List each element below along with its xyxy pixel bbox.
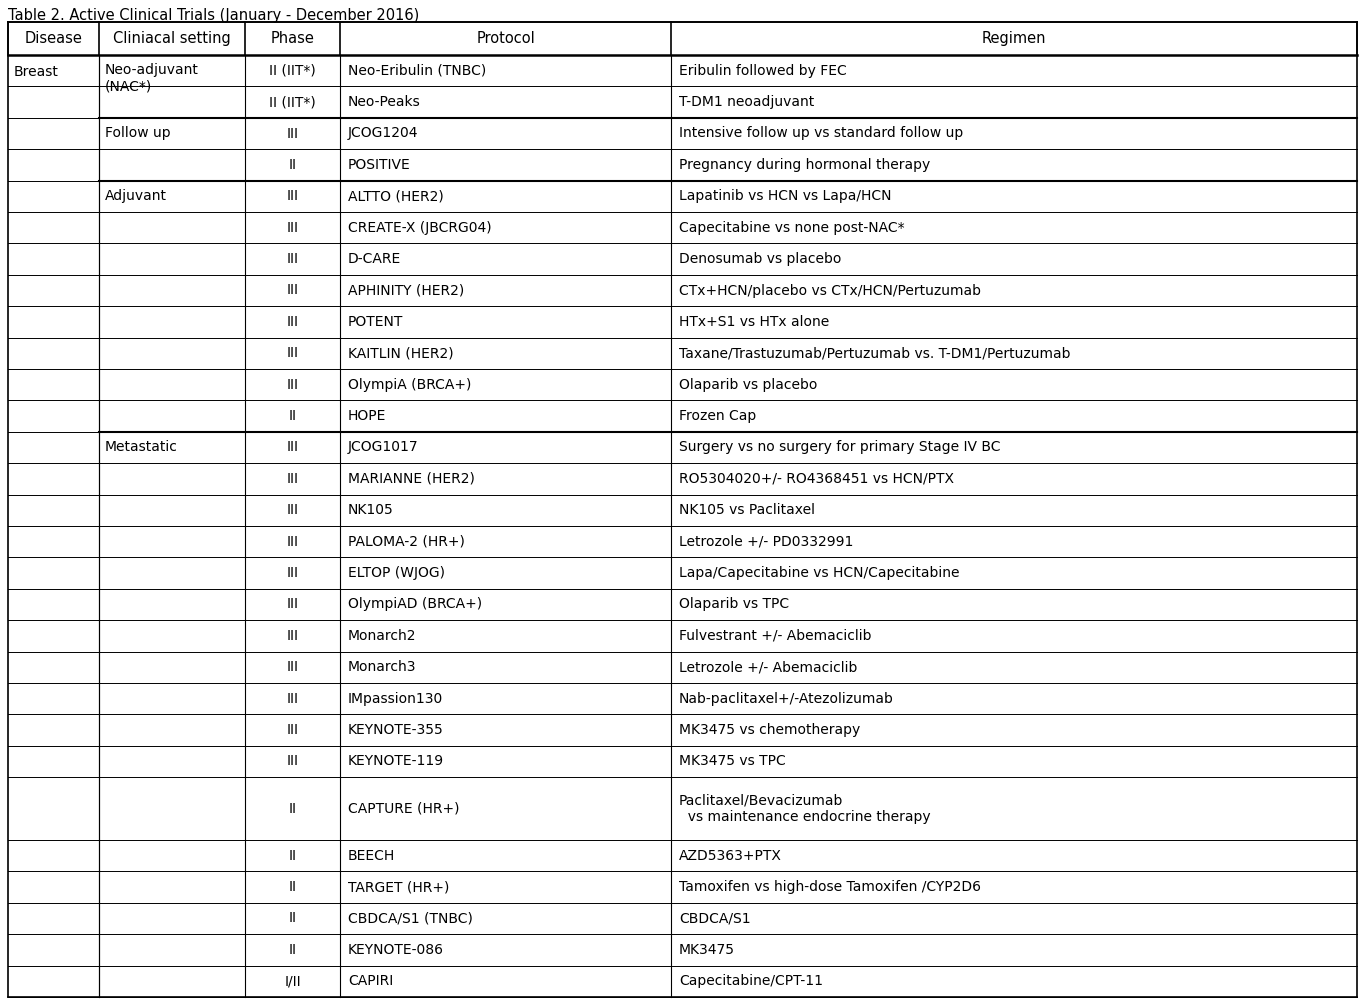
Text: II: II: [288, 943, 296, 957]
Text: CTx+HCN/placebo vs CTx/HCN/Pertuzumab: CTx+HCN/placebo vs CTx/HCN/Pertuzumab: [678, 284, 981, 298]
Text: III: III: [287, 440, 299, 454]
Text: II: II: [288, 409, 296, 423]
Text: D-CARE: D-CARE: [348, 252, 401, 266]
Text: III: III: [287, 566, 299, 580]
Text: Follow up: Follow up: [105, 126, 171, 140]
Text: II (IIT*): II (IIT*): [269, 95, 315, 109]
Text: III: III: [287, 723, 299, 737]
Text: II: II: [288, 158, 296, 172]
Text: TARGET (HR+): TARGET (HR+): [348, 880, 449, 894]
Text: HTx+S1 vs HTx alone: HTx+S1 vs HTx alone: [678, 315, 830, 329]
Text: MK3475 vs TPC: MK3475 vs TPC: [678, 754, 786, 768]
Text: ALTTO (HER2): ALTTO (HER2): [348, 189, 444, 203]
Text: KEYNOTE-119: KEYNOTE-119: [348, 754, 444, 768]
Text: KEYNOTE-355: KEYNOTE-355: [348, 723, 444, 737]
Text: Letrozole +/- PD0332991: Letrozole +/- PD0332991: [678, 535, 853, 549]
Text: NK105: NK105: [348, 503, 393, 517]
Text: Metastatic: Metastatic: [105, 440, 177, 454]
Text: Adjuvant: Adjuvant: [105, 189, 167, 203]
Text: III: III: [287, 126, 299, 140]
Text: JCOG1204: JCOG1204: [348, 126, 419, 140]
Text: APHINITY (HER2): APHINITY (HER2): [348, 284, 464, 298]
Text: II: II: [288, 880, 296, 894]
Text: Table 2. Active Clinical Trials (January - December 2016): Table 2. Active Clinical Trials (January…: [8, 8, 419, 23]
Text: NK105 vs Paclitaxel: NK105 vs Paclitaxel: [678, 503, 815, 517]
Text: OlympiA (BRCA+): OlympiA (BRCA+): [348, 378, 471, 392]
Text: Letrozole +/- Abemaciclib: Letrozole +/- Abemaciclib: [678, 660, 857, 674]
Text: MARIANNE (HER2): MARIANNE (HER2): [348, 472, 475, 486]
Text: III: III: [287, 378, 299, 392]
Text: III: III: [287, 315, 299, 329]
Text: KAITLIN (HER2): KAITLIN (HER2): [348, 346, 453, 360]
Text: CBDCA/S1: CBDCA/S1: [678, 911, 751, 925]
Text: IMpassion130: IMpassion130: [348, 692, 444, 706]
Text: II: II: [288, 802, 296, 816]
Text: Capecitabine/CPT-11: Capecitabine/CPT-11: [678, 974, 823, 988]
Text: Monarch3: Monarch3: [348, 660, 416, 674]
Text: KEYNOTE-086: KEYNOTE-086: [348, 943, 444, 957]
Text: II: II: [288, 849, 296, 863]
Text: HOPE: HOPE: [348, 409, 386, 423]
Text: Frozen Cap: Frozen Cap: [678, 409, 756, 423]
Text: POSITIVE: POSITIVE: [348, 158, 411, 172]
Text: CAPIRI: CAPIRI: [348, 974, 393, 988]
Text: Lapatinib vs HCN vs Lapa/HCN: Lapatinib vs HCN vs Lapa/HCN: [678, 189, 891, 203]
Text: I/II: I/II: [284, 974, 300, 988]
Text: III: III: [287, 189, 299, 203]
Text: III: III: [287, 597, 299, 611]
Text: Taxane/Trastuzumab/Pertuzumab vs. T-DM1/Pertuzumab: Taxane/Trastuzumab/Pertuzumab vs. T-DM1/…: [678, 346, 1070, 360]
Text: Regimen: Regimen: [981, 31, 1046, 46]
Text: Olaparib vs placebo: Olaparib vs placebo: [678, 378, 818, 392]
Text: Capecitabine vs none post-NAC*: Capecitabine vs none post-NAC*: [678, 221, 905, 235]
Text: T-DM1 neoadjuvant: T-DM1 neoadjuvant: [678, 95, 815, 109]
Text: CBDCA/S1 (TNBC): CBDCA/S1 (TNBC): [348, 911, 472, 925]
Text: Pregnancy during hormonal therapy: Pregnancy during hormonal therapy: [678, 158, 931, 172]
Text: Eribulin followed by FEC: Eribulin followed by FEC: [678, 64, 846, 78]
Text: OlympiAD (BRCA+): OlympiAD (BRCA+): [348, 597, 482, 611]
Text: Surgery vs no surgery for primary Stage IV BC: Surgery vs no surgery for primary Stage …: [678, 440, 1001, 454]
Text: MK3475: MK3475: [678, 943, 734, 957]
Text: III: III: [287, 284, 299, 298]
Text: Denosumab vs placebo: Denosumab vs placebo: [678, 252, 841, 266]
Text: MK3475 vs chemotherapy: MK3475 vs chemotherapy: [678, 723, 860, 737]
Text: Cliniacal setting: Cliniacal setting: [113, 31, 231, 46]
Text: Monarch2: Monarch2: [348, 629, 416, 643]
Text: Neo-Eribulin (TNBC): Neo-Eribulin (TNBC): [348, 64, 486, 78]
Text: III: III: [287, 221, 299, 235]
Text: Disease: Disease: [25, 31, 82, 46]
Text: II: II: [288, 911, 296, 925]
Text: Phase: Phase: [270, 31, 314, 46]
Text: III: III: [287, 535, 299, 549]
Text: ELTOP (WJOG): ELTOP (WJOG): [348, 566, 445, 580]
Text: III: III: [287, 472, 299, 486]
Text: Neo-Peaks: Neo-Peaks: [348, 95, 420, 109]
Text: III: III: [287, 660, 299, 674]
Text: III: III: [287, 346, 299, 360]
Bar: [8, 22, 1357, 55]
Text: Nab-paclitaxel+/-Atezolizumab: Nab-paclitaxel+/-Atezolizumab: [678, 692, 894, 706]
Text: BEECH: BEECH: [348, 849, 396, 863]
Text: RO5304020+/- RO4368451 vs HCN/PTX: RO5304020+/- RO4368451 vs HCN/PTX: [678, 472, 954, 486]
Text: Lapa/Capecitabine vs HCN/Capecitabine: Lapa/Capecitabine vs HCN/Capecitabine: [678, 566, 960, 580]
Text: III: III: [287, 503, 299, 517]
Text: Fulvestrant +/- Abemaciclib: Fulvestrant +/- Abemaciclib: [678, 629, 871, 643]
Text: CREATE-X (JBCRG04): CREATE-X (JBCRG04): [348, 221, 491, 235]
Text: PALOMA-2 (HR+): PALOMA-2 (HR+): [348, 535, 465, 549]
Text: Tamoxifen vs high-dose Tamoxifen /CYP2D6: Tamoxifen vs high-dose Tamoxifen /CYP2D6: [678, 880, 981, 894]
Text: III: III: [287, 754, 299, 768]
Text: Olaparib vs TPC: Olaparib vs TPC: [678, 597, 789, 611]
Text: III: III: [287, 252, 299, 266]
Text: AZD5363+PTX: AZD5363+PTX: [678, 849, 782, 863]
Text: Intensive follow up vs standard follow up: Intensive follow up vs standard follow u…: [678, 126, 964, 140]
Text: CAPTURE (HR+): CAPTURE (HR+): [348, 802, 460, 816]
Text: III: III: [287, 629, 299, 643]
Text: Breast: Breast: [14, 65, 59, 79]
Text: Neo-adjuvant
(NAC*): Neo-adjuvant (NAC*): [105, 63, 199, 93]
Text: II (IIT*): II (IIT*): [269, 64, 315, 78]
Text: III: III: [287, 692, 299, 706]
Text: Paclitaxel/Bevacizumab
  vs maintenance endocrine therapy: Paclitaxel/Bevacizumab vs maintenance en…: [678, 793, 931, 824]
Text: POTENT: POTENT: [348, 315, 404, 329]
Text: JCOG1017: JCOG1017: [348, 440, 419, 454]
Text: Protocol: Protocol: [476, 31, 535, 46]
